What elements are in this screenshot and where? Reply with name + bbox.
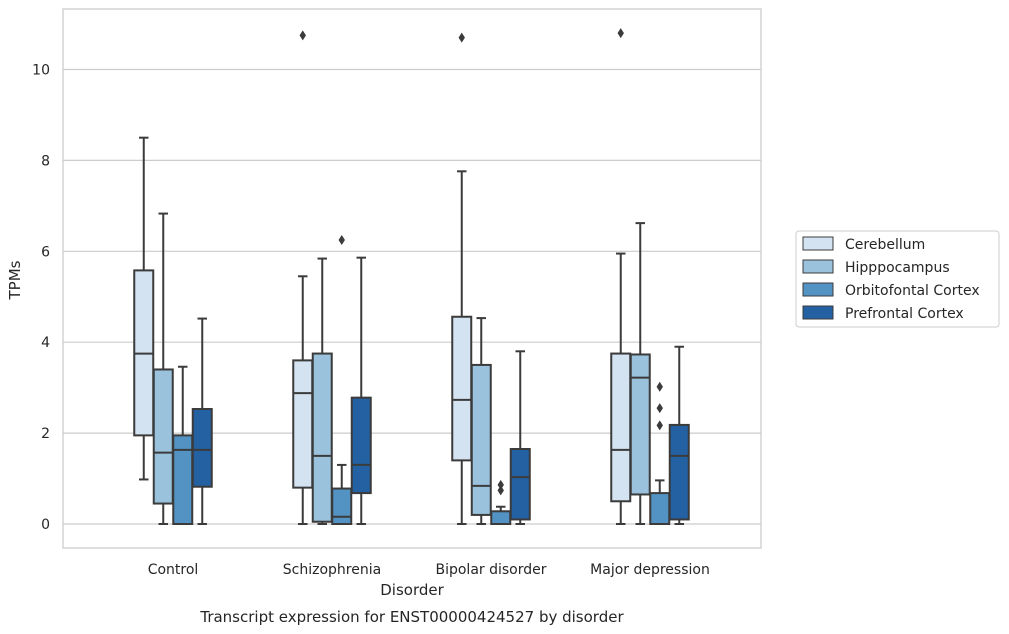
box-hipppocampus bbox=[311, 257, 333, 525]
box-body bbox=[490, 510, 512, 525]
box-body bbox=[629, 353, 651, 496]
legend-swatch bbox=[802, 236, 834, 251]
box-body bbox=[610, 352, 632, 503]
y-tick-label: 0 bbox=[41, 517, 50, 533]
box-prefrontal-cortex bbox=[191, 317, 213, 525]
box-body bbox=[509, 448, 531, 521]
box-body bbox=[668, 423, 690, 521]
outlier-point bbox=[656, 403, 663, 414]
x-tick-label: Schizophrenia bbox=[283, 562, 381, 578]
x-tick-labels: Control Schizophrenia Bipolar disorder Majo… bbox=[148, 562, 710, 578]
legend: Cerebellum Hipppocampus Orbitofontal Corte… bbox=[795, 230, 1000, 328]
y-tick-labels: 0 2 4 6 8 10 bbox=[32, 63, 50, 534]
y-tick-label: 4 bbox=[41, 335, 50, 351]
y-tick-label: 2 bbox=[41, 426, 50, 442]
y-tick-label: 6 bbox=[41, 244, 50, 260]
box-body bbox=[470, 363, 492, 516]
x-tick-label: Control bbox=[148, 562, 199, 578]
legend-frame bbox=[795, 230, 1000, 328]
x-axis-label: Disorder bbox=[380, 581, 444, 599]
y-tick-label: 8 bbox=[41, 153, 50, 169]
y-axis-label: TPMs bbox=[6, 260, 24, 300]
outlier-point bbox=[497, 479, 504, 490]
box-body bbox=[191, 408, 213, 488]
boxes-layer bbox=[133, 28, 690, 526]
outlier-point bbox=[617, 28, 624, 39]
box-hipppocampus bbox=[470, 317, 492, 525]
outlier-point bbox=[497, 485, 504, 496]
box-body bbox=[350, 396, 372, 495]
x-tick-label: Major depression bbox=[590, 562, 710, 578]
box-cerebellum bbox=[133, 136, 155, 481]
box-hipppocampus bbox=[629, 222, 651, 525]
legend-swatch bbox=[802, 259, 834, 274]
legend-label: Orbitofontal Cortex bbox=[845, 283, 980, 299]
y-tick-label: 10 bbox=[32, 63, 50, 79]
box-body bbox=[311, 352, 333, 523]
figure-caption: Transcript expression for ENST0000042452… bbox=[199, 608, 624, 626]
outlier-point bbox=[338, 234, 345, 245]
box-body bbox=[292, 359, 314, 489]
box-body bbox=[649, 492, 671, 525]
box-body bbox=[172, 434, 194, 525]
legend-label: Cerebellum bbox=[845, 237, 925, 253]
box-body bbox=[152, 368, 174, 505]
plot-frame bbox=[62, 8, 762, 549]
legend-label: Prefrontal Cortex bbox=[845, 306, 964, 322]
outlier-point bbox=[656, 420, 663, 431]
x-tick-label: Bipolar disorder bbox=[435, 562, 546, 578]
legend-label: Hipppocampus bbox=[845, 260, 950, 276]
outlier-point bbox=[299, 30, 306, 41]
outlier-point bbox=[656, 381, 663, 392]
box-prefrontal-cortex bbox=[509, 350, 531, 525]
box-orbitofontal-cortex bbox=[331, 234, 353, 526]
box-prefrontal-cortex bbox=[668, 345, 690, 525]
outlier-point bbox=[458, 32, 465, 43]
box-body bbox=[331, 487, 353, 526]
legend-swatch bbox=[802, 305, 834, 320]
legend-swatch bbox=[802, 282, 834, 297]
box-prefrontal-cortex bbox=[350, 256, 372, 525]
box-body bbox=[451, 315, 473, 462]
box-orbitofontal-cortex bbox=[490, 479, 512, 525]
box-cerebellum bbox=[292, 30, 314, 525]
